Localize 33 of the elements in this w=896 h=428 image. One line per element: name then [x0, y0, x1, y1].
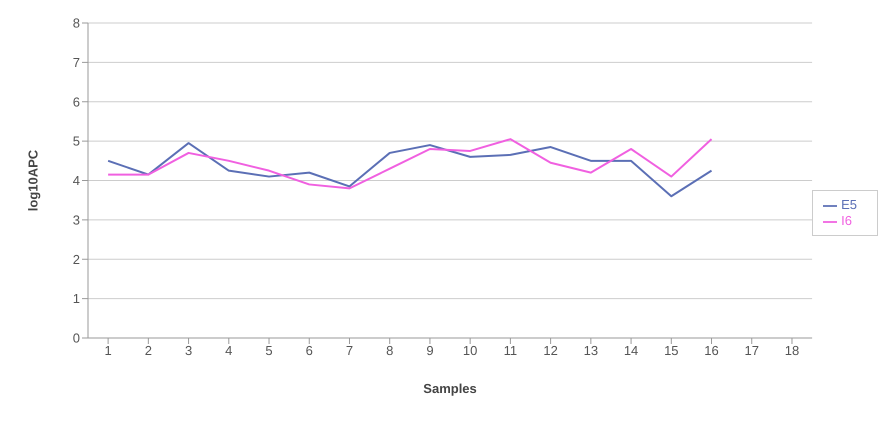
x-tick-label: 15 [664, 343, 679, 358]
x-axis-title: Samples [423, 381, 477, 396]
x-tick-label: 13 [584, 343, 598, 358]
y-tick-label: 5 [72, 134, 80, 149]
y-tick-label: 2 [72, 252, 80, 267]
x-tick-label: 8 [386, 343, 394, 358]
x-tick-label: 7 [346, 343, 354, 358]
y-axis-title: log10APC [26, 149, 41, 212]
x-tick-label: 12 [543, 343, 558, 358]
y-tick-label: 6 [72, 94, 80, 110]
legend-label: I6 [841, 213, 852, 228]
x-tick-label: 1 [104, 343, 112, 358]
x-tick-label: 9 [426, 343, 434, 358]
x-tick-label: 17 [744, 343, 759, 358]
y-tick-label: 7 [72, 54, 80, 70]
y-tick-label: 0 [72, 330, 80, 346]
x-tick-label: 14 [624, 343, 638, 358]
x-tick-label: 16 [704, 343, 719, 358]
line-series [107, 138, 713, 190]
x-tick-label: 4 [225, 343, 232, 358]
y-tick-label: 8 [72, 16, 80, 31]
x-tick-label: 18 [784, 343, 800, 358]
x-tick-label: 11 [504, 343, 518, 358]
legend-label: E5 [841, 197, 857, 212]
x-tick-label: 2 [144, 343, 152, 358]
y-tick-label: 1 [72, 291, 80, 306]
y-tick-label: 3 [72, 212, 80, 228]
y-tick-label: 4 [72, 173, 80, 188]
x-tick-label: 3 [184, 343, 192, 358]
x-tick-label: 6 [306, 343, 313, 358]
x-tick-label: 5 [265, 343, 273, 358]
line-series [107, 142, 713, 198]
x-tick-label: 10 [462, 343, 478, 358]
